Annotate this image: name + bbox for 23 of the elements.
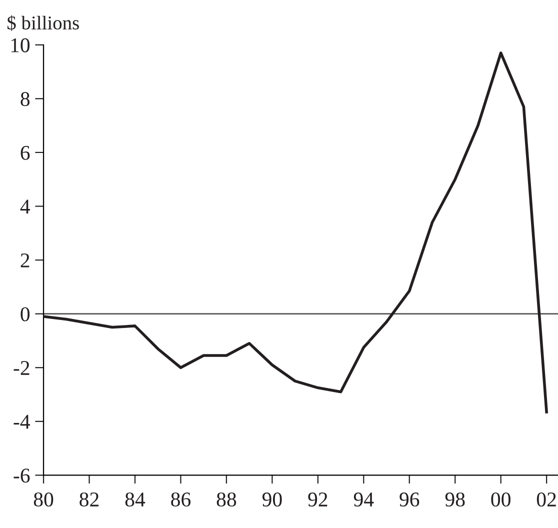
y-tick-label: 8 (20, 92, 30, 106)
x-tick-label: 88 (216, 492, 236, 507)
x-tick-label: 94 (354, 492, 374, 507)
y-tick-label: -2 (14, 361, 30, 375)
x-tick-label: 98 (445, 492, 465, 507)
x-tick-label: 02 (536, 492, 556, 507)
y-tick-label: 6 (20, 146, 30, 160)
x-tick-label: 86 (171, 492, 191, 507)
y-tick-label: 10 (11, 38, 30, 52)
x-tick-label: 90 (262, 492, 282, 507)
x-tick-label: 96 (400, 492, 420, 507)
x-tick-label: 00 (491, 492, 510, 507)
y-axis-title: $ billions (8, 15, 79, 31)
y-tick-label: 0 (20, 307, 30, 322)
x-tick-label: 82 (80, 492, 99, 507)
y-tick-label: 2 (20, 253, 30, 268)
y-tick-label: -6 (14, 468, 30, 483)
line-series (44, 52, 548, 414)
x-tick-label: 84 (125, 492, 146, 507)
x-tick-label: 92 (308, 492, 328, 507)
y-tick-label: -4 (14, 414, 30, 429)
x-tick-label: 80 (34, 492, 54, 507)
y-tick-label: 4 (20, 200, 30, 214)
